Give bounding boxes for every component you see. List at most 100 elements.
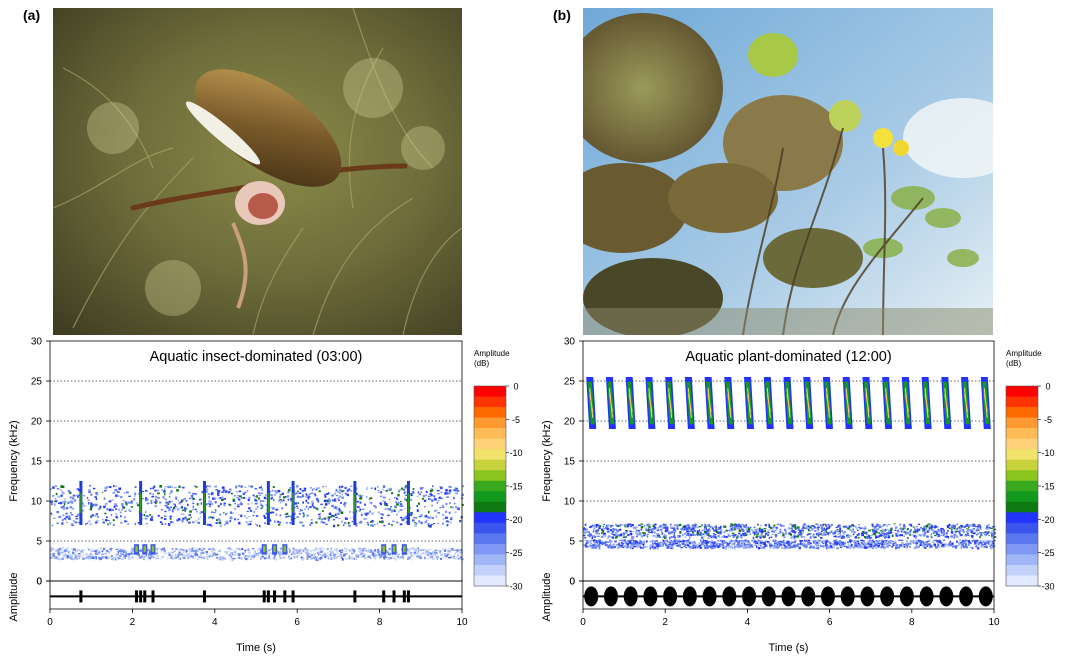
noise-mark: [957, 530, 961, 532]
noise-mark: [391, 509, 394, 513]
noise-mark: [867, 545, 870, 549]
noise-mark: [242, 552, 244, 555]
noise-mark: [611, 532, 614, 535]
noise-mark: [60, 489, 62, 491]
colorbar-swatch: [474, 449, 506, 461]
noise-mark: [191, 547, 194, 550]
noise-mark: [860, 527, 863, 529]
noise-mark: [894, 541, 897, 543]
noise-mark: [878, 525, 880, 527]
noise-mark: [253, 549, 256, 553]
noise-mark: [782, 524, 785, 527]
noise-mark: [779, 528, 782, 531]
noise-mark: [430, 488, 433, 490]
noise-mark: [916, 528, 919, 531]
noise-mark: [913, 534, 916, 538]
noise-mark: [136, 502, 139, 505]
waveform-spike: [135, 590, 139, 603]
colorbar-swatch: [1006, 575, 1038, 587]
noise-mark: [882, 532, 885, 534]
noise-mark: [90, 506, 93, 509]
noise-mark: [162, 551, 166, 554]
noise-mark: [325, 485, 327, 488]
noise-mark: [972, 524, 976, 527]
noise-mark: [650, 546, 654, 549]
noise-mark: [383, 524, 386, 527]
noise-mark: [940, 527, 943, 530]
noise-mark: [305, 554, 308, 557]
noise-mark: [785, 547, 788, 549]
noise-mark: [328, 492, 330, 495]
noise-mark: [627, 533, 630, 536]
noise-mark: [806, 542, 810, 545]
noise-mark: [915, 536, 917, 540]
noise-mark: [702, 533, 705, 536]
noise-mark: [296, 550, 300, 553]
colorbar-swatch: [474, 522, 506, 534]
noise-mark: [894, 527, 897, 530]
noise-mark: [771, 526, 775, 529]
noise-mark: [162, 495, 165, 499]
noise-mark: [623, 532, 626, 535]
noise-mark: [723, 531, 726, 533]
noise-mark: [341, 490, 344, 493]
noise-mark: [350, 550, 354, 553]
noise-mark: [868, 536, 872, 540]
spectrogram-marks: [50, 481, 464, 562]
noise-mark: [163, 518, 167, 521]
noise-mark: [675, 543, 677, 546]
noise-mark: [147, 556, 150, 559]
noise-mark: [220, 549, 222, 551]
noise-mark: [760, 528, 763, 531]
noise-mark: [769, 543, 772, 546]
noise-mark: [396, 514, 398, 516]
noise-mark: [861, 531, 865, 533]
noise-mark: [209, 516, 212, 519]
y-tick-label: 25: [31, 377, 43, 388]
noise-mark: [449, 555, 452, 558]
noise-mark: [310, 557, 313, 560]
noise-mark: [348, 557, 351, 560]
noise-mark: [252, 552, 256, 555]
noise-mark: [221, 496, 224, 498]
noise-mark: [115, 508, 117, 510]
noise-mark: [713, 529, 716, 532]
noise-mark: [721, 541, 723, 544]
noise-mark: [429, 516, 432, 519]
noise-mark: [149, 492, 152, 495]
noise-mark: [317, 553, 320, 556]
noise-mark: [948, 527, 951, 530]
noise-mark: [623, 540, 626, 542]
noise-mark: [217, 550, 221, 552]
noise-mark: [607, 524, 610, 527]
noise-mark: [892, 544, 895, 547]
noise-mark: [336, 553, 338, 555]
noise-mark: [877, 528, 880, 531]
noise-mark: [916, 539, 919, 541]
noise-mark: [220, 558, 224, 561]
noise-mark: [454, 552, 457, 555]
noise-mark: [670, 526, 673, 529]
noise-mark: [157, 492, 160, 495]
noise-mark: [857, 533, 860, 536]
noise-mark: [223, 551, 227, 553]
noise-mark: [199, 555, 202, 558]
noise-mark: [717, 545, 720, 548]
noise-mark: [839, 544, 842, 547]
noise-mark: [255, 507, 258, 511]
noise-mark: [776, 547, 779, 549]
noise-mark: [946, 529, 949, 532]
colorbar-tick-label: -25: [1041, 548, 1054, 558]
noise-mark: [405, 521, 407, 524]
noise-mark: [366, 496, 368, 498]
noise-mark: [456, 549, 459, 552]
noise-mark: [962, 543, 965, 545]
noise-mark: [416, 509, 419, 512]
noise-mark: [306, 514, 309, 517]
noise-mark: [981, 544, 984, 547]
noise-mark: [960, 525, 964, 528]
noise-mark: [317, 518, 320, 520]
noise-mark: [271, 489, 274, 492]
noise-mark: [302, 501, 304, 504]
noise-mark: [774, 542, 777, 545]
